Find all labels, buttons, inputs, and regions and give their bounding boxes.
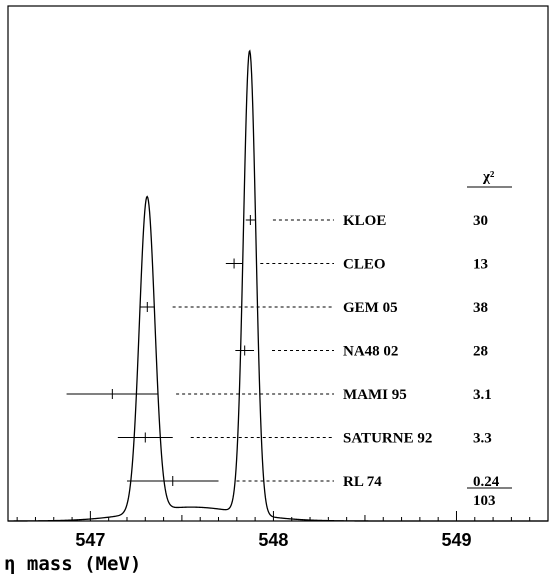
experiment-label: SATURNE 92 bbox=[343, 431, 432, 447]
chi2-value: 38 bbox=[473, 300, 488, 316]
experiment-label: GEM 05 bbox=[343, 300, 398, 316]
ideogram-curve bbox=[8, 49, 548, 522]
measurement-row: GEM 05 38 bbox=[139, 300, 488, 316]
x-axis-title: η mass (MeV) bbox=[4, 553, 142, 575]
chi2-value: 3.1 bbox=[473, 387, 492, 403]
measurement-row: RL 74 0.24 bbox=[126, 474, 500, 490]
measurement-row: MAMI 95 3.1 bbox=[66, 387, 492, 403]
experiment-label: CLEO bbox=[343, 257, 386, 273]
experiment-label: RL 74 bbox=[343, 474, 382, 490]
plot-frame bbox=[7, 5, 549, 522]
chi2-value: 28 bbox=[473, 344, 488, 360]
measurement-row: SATURNE 92 3.3 bbox=[117, 431, 492, 447]
x-major-ticks: 547 548 549 bbox=[75, 511, 471, 550]
experiment-label: NA48 02 bbox=[343, 344, 398, 360]
x-minor-ticks bbox=[16, 515, 549, 521]
chi2-value: 13 bbox=[473, 257, 488, 273]
experiment-label: MAMI 95 bbox=[343, 387, 407, 403]
x-tick-label: 548 bbox=[258, 530, 288, 550]
measurement-row: NA48 02 28 bbox=[235, 344, 488, 360]
measurement-row: KLOE 30 bbox=[245, 213, 488, 229]
chi2-value: 0.24 bbox=[473, 474, 500, 490]
measurements-group: KLOE 30 CLEO 13 GEM 05 38 NA48 02 28 MAMI 95 3.1 S… bbox=[66, 213, 500, 490]
x-tick-label: 547 bbox=[75, 530, 105, 550]
experiment-label: KLOE bbox=[343, 213, 386, 229]
chi2-value: 30 bbox=[473, 213, 488, 229]
chi2-total: 103 bbox=[473, 493, 496, 509]
chi2-value: 3.3 bbox=[473, 431, 492, 447]
chi2-header: χ² bbox=[482, 169, 495, 185]
x-tick-label: 549 bbox=[441, 530, 471, 550]
measurement-row: CLEO 13 bbox=[225, 257, 488, 273]
